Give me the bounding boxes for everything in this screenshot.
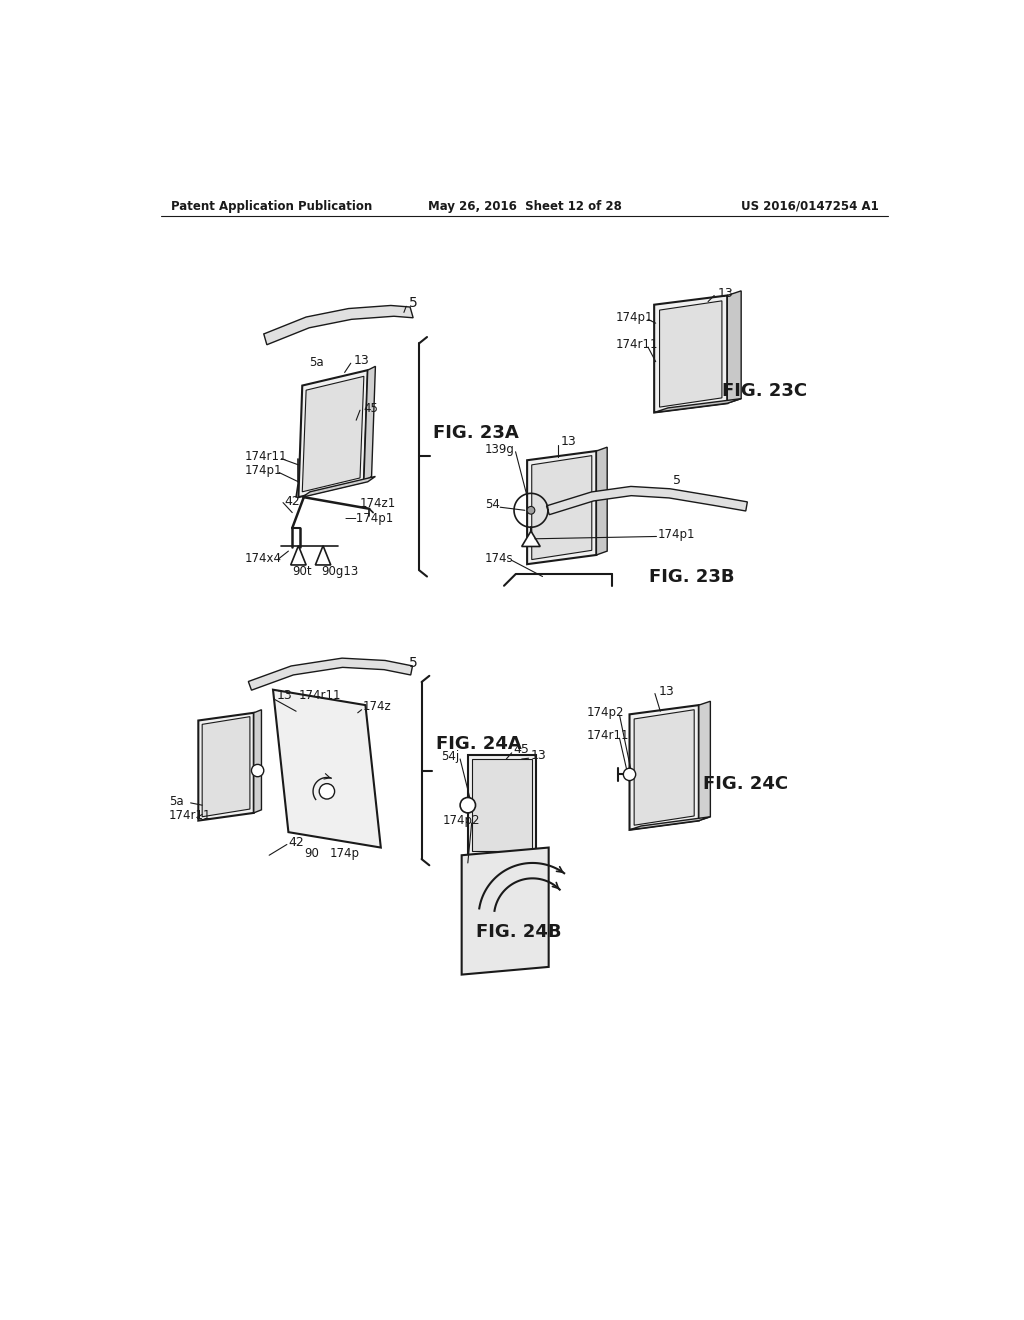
Polygon shape bbox=[531, 455, 592, 560]
Text: 5a: 5a bbox=[309, 356, 324, 370]
Text: 174p1: 174p1 bbox=[658, 528, 695, 541]
Polygon shape bbox=[630, 705, 698, 830]
Text: 54: 54 bbox=[484, 499, 500, 511]
Polygon shape bbox=[264, 305, 413, 345]
Text: 174p1: 174p1 bbox=[245, 463, 282, 477]
Polygon shape bbox=[521, 531, 541, 546]
Text: 174z: 174z bbox=[364, 700, 392, 713]
Text: 13: 13 bbox=[276, 689, 293, 702]
Text: Patent Application Publication: Patent Application Publication bbox=[171, 199, 372, 213]
Text: 174p: 174p bbox=[330, 847, 359, 861]
Text: 13: 13 bbox=[531, 748, 547, 762]
Text: 13: 13 bbox=[560, 436, 575, 449]
Text: 13: 13 bbox=[658, 685, 675, 698]
Text: FIG. 23A: FIG. 23A bbox=[433, 424, 519, 442]
Polygon shape bbox=[630, 817, 711, 830]
Polygon shape bbox=[273, 689, 381, 847]
Polygon shape bbox=[249, 659, 413, 690]
Text: 174z1: 174z1 bbox=[360, 496, 396, 510]
Polygon shape bbox=[315, 545, 331, 565]
Polygon shape bbox=[298, 370, 368, 498]
Text: 174p2: 174p2 bbox=[587, 706, 625, 719]
Text: 5: 5 bbox=[674, 474, 681, 487]
Text: FIG. 23C: FIG. 23C bbox=[722, 381, 807, 400]
Circle shape bbox=[252, 764, 264, 776]
Text: 174p2: 174p2 bbox=[442, 814, 480, 828]
Text: 42: 42 bbox=[285, 495, 300, 508]
Polygon shape bbox=[364, 367, 376, 482]
Polygon shape bbox=[199, 713, 254, 821]
Text: FIG. 24C: FIG. 24C bbox=[703, 775, 788, 793]
Text: 5: 5 bbox=[410, 656, 418, 669]
Text: 42: 42 bbox=[289, 836, 304, 849]
Text: FIG. 24A: FIG. 24A bbox=[436, 735, 522, 752]
Text: 54j: 54j bbox=[441, 750, 459, 763]
Circle shape bbox=[319, 784, 335, 799]
Text: 174p1: 174p1 bbox=[615, 310, 653, 323]
Circle shape bbox=[527, 507, 535, 515]
Polygon shape bbox=[659, 301, 722, 407]
Text: 139g: 139g bbox=[484, 444, 515, 455]
Polygon shape bbox=[654, 399, 741, 412]
Circle shape bbox=[624, 768, 636, 780]
Text: FIG. 24B: FIG. 24B bbox=[475, 923, 561, 941]
Text: 174r11: 174r11 bbox=[587, 730, 630, 742]
Polygon shape bbox=[302, 477, 376, 498]
Polygon shape bbox=[472, 759, 531, 851]
Polygon shape bbox=[202, 717, 250, 817]
Text: 90t: 90t bbox=[292, 565, 312, 578]
Polygon shape bbox=[468, 755, 536, 855]
Polygon shape bbox=[596, 447, 607, 554]
Polygon shape bbox=[254, 710, 261, 813]
Text: 174x4: 174x4 bbox=[245, 552, 282, 565]
Text: 5a: 5a bbox=[169, 795, 183, 808]
Text: 90: 90 bbox=[304, 847, 318, 861]
Text: US 2016/0147254 A1: US 2016/0147254 A1 bbox=[741, 199, 879, 213]
Text: 5: 5 bbox=[410, 296, 418, 310]
Text: 90g13: 90g13 bbox=[322, 565, 358, 578]
Text: 13: 13 bbox=[718, 286, 734, 300]
Text: 45: 45 bbox=[364, 403, 378, 416]
Text: 174r11: 174r11 bbox=[298, 689, 341, 702]
Polygon shape bbox=[634, 710, 694, 825]
Text: 174r11: 174r11 bbox=[169, 809, 212, 822]
Text: May 26, 2016  Sheet 12 of 28: May 26, 2016 Sheet 12 of 28 bbox=[428, 199, 622, 213]
Text: 174s: 174s bbox=[484, 552, 513, 565]
Polygon shape bbox=[291, 545, 306, 565]
Text: —174p1: —174p1 bbox=[345, 512, 394, 525]
Polygon shape bbox=[654, 296, 727, 412]
Polygon shape bbox=[727, 290, 741, 404]
Text: 174r11: 174r11 bbox=[615, 338, 658, 351]
Text: 174r11: 174r11 bbox=[245, 450, 287, 463]
Circle shape bbox=[460, 797, 475, 813]
Polygon shape bbox=[547, 487, 748, 515]
Polygon shape bbox=[462, 847, 549, 974]
Polygon shape bbox=[698, 701, 711, 821]
Text: 13: 13 bbox=[354, 354, 370, 367]
Text: FIG. 23B: FIG. 23B bbox=[649, 568, 734, 586]
Polygon shape bbox=[527, 451, 596, 564]
Text: 45: 45 bbox=[513, 743, 529, 756]
Polygon shape bbox=[302, 376, 364, 492]
